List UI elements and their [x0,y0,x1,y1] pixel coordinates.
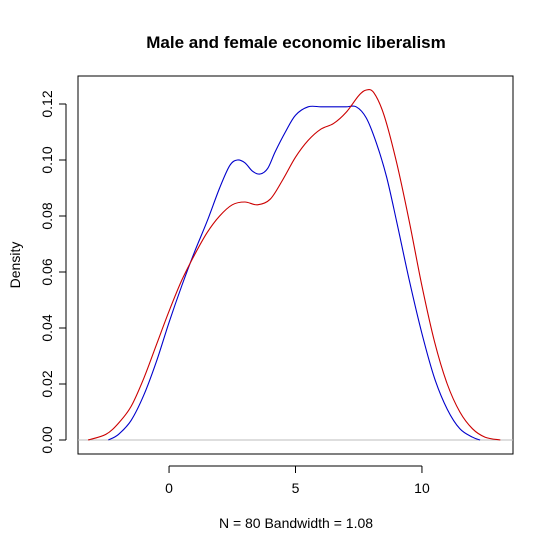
x-tick-label: 10 [414,480,430,496]
x-tick-label: 0 [165,480,173,496]
y-tick-label: 0.08 [39,202,55,229]
y-tick-label: 0.10 [39,146,55,173]
series-layer [87,89,501,441]
y-tick-label: 0.00 [39,426,55,453]
y-tick-label: 0.04 [39,314,55,341]
plot-frame [77,75,514,455]
y-tick-label: 0.02 [39,370,55,397]
y-axis: 0.00 0.02 0.04 0.06 0.08 0.10 0.12 [39,90,67,454]
y-tick-label: 0.12 [39,90,55,117]
y-tick-label: 0.06 [39,258,55,285]
y-axis-label: Density [7,242,23,289]
density-line-2 [87,89,501,441]
x-axis-label: N = 80 Bandwidth = 1.08 [219,515,373,531]
x-tick-label: 5 [292,480,300,496]
density-line-1 [108,105,481,441]
chart-title: Male and female economic liberalism [146,33,446,52]
x-axis: 0 5 10 [165,465,430,496]
